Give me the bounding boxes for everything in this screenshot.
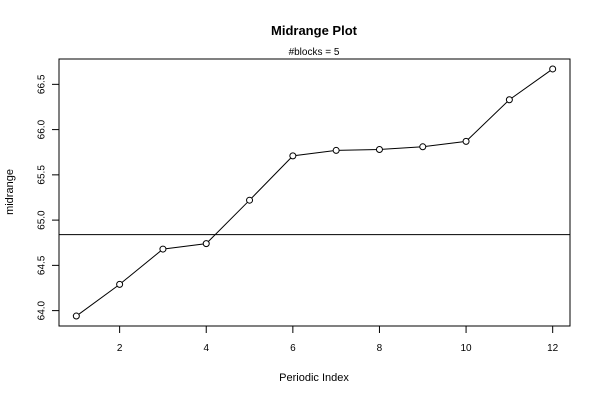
data-point (116, 280, 124, 288)
y-tick-label: 65.5 (37, 165, 48, 185)
data-point (332, 146, 340, 154)
chart-subtitle: #blocks = 5 (289, 47, 340, 58)
y-axis-label: midrange (4, 169, 16, 215)
y-tick-label: 64.5 (37, 255, 48, 275)
data-point (505, 96, 513, 104)
data-point (375, 146, 383, 154)
x-tick-label: 6 (290, 343, 296, 354)
data-point (549, 65, 557, 73)
data-point (462, 137, 470, 145)
x-tick-label: 12 (547, 343, 559, 354)
x-tick-label: 10 (461, 343, 473, 354)
x-tick-label: 8 (377, 343, 383, 354)
x-tick-label: 2 (117, 343, 123, 354)
data-point (419, 143, 427, 151)
y-tick-label: 66.0 (37, 119, 48, 139)
data-point (202, 240, 210, 248)
x-axis: 2 4 6 8 10 12 (117, 326, 559, 354)
data-point (289, 152, 297, 160)
y-tick-label: 64.0 (37, 300, 48, 320)
data-points (72, 65, 557, 320)
x-tick-label: 4 (203, 343, 209, 354)
plot-area-frame (58, 58, 571, 327)
data-point (159, 245, 167, 253)
series-line (76, 68, 553, 317)
data-point (246, 196, 254, 204)
x-axis-label: Periodic Index (279, 372, 349, 384)
y-axis: 64.0 64.5 65.0 65.5 66.0 66.5 (37, 74, 59, 320)
y-tick-label: 65.0 (37, 210, 48, 230)
y-tick-label: 66.5 (37, 74, 48, 94)
chart-title: Midrange Plot (271, 23, 358, 38)
data-point (72, 312, 80, 320)
